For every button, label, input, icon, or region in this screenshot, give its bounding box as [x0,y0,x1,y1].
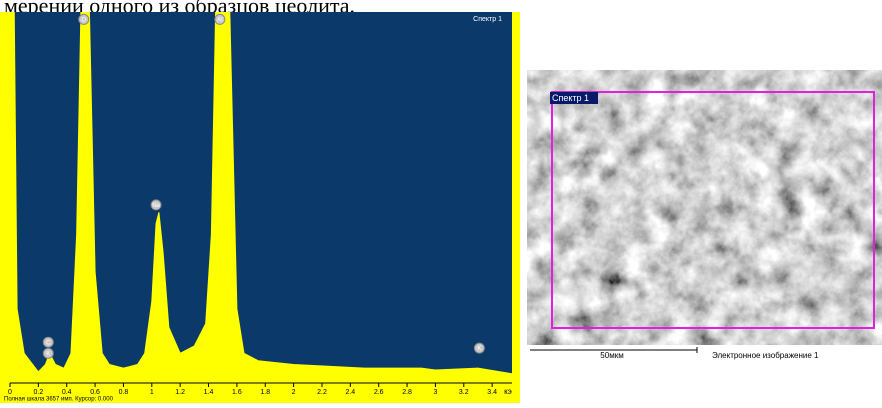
page: мерении одного из образцов цеолита. Спек… [0,0,882,403]
x-tick-label: 1 [150,389,154,396]
region-label: Спектр 1 [552,93,589,103]
x-tick-label: 2.8 [402,389,412,396]
sem-image [527,70,882,345]
peak-label: C [46,340,51,346]
peak-label: K [477,346,481,352]
x-tick-label: 1.6 [232,389,242,396]
footer: Полная шкала 3657 имп. Курсор: 0.000 [4,397,114,403]
x-tick-label: 2.6 [374,389,384,396]
x-tick-label: 3.2 [459,389,469,396]
peak-label: O [81,17,86,23]
x-tick-label: 2.4 [345,389,355,396]
x-tick-label: 0.2 [33,389,43,396]
peak-label: Al [217,17,222,23]
peak-label: Na [152,203,160,209]
x-tick-label: 0.8 [119,389,129,396]
x-tick-label: 2 [292,389,296,396]
x-tick-label: 0.6 [90,389,100,396]
x-tick-label: 3 [433,389,437,396]
scale-label: 50мкм [600,351,623,360]
x-tick-label: 0 [8,389,12,396]
image-caption: Электронное изображение 1 [712,351,819,360]
peak-label: K [46,351,50,357]
spectrum-title: Спектр 1 [473,16,502,23]
x-axis-label: кэ [504,387,512,396]
x-tick-label: 3.4 [487,389,497,396]
x-tick-label: 1.8 [260,389,270,396]
x-tick-label: 1.2 [175,389,185,396]
x-tick-label: 1.4 [204,389,214,396]
x-tick-label: 2.2 [317,389,327,396]
x-tick-label: 0.4 [62,389,72,396]
